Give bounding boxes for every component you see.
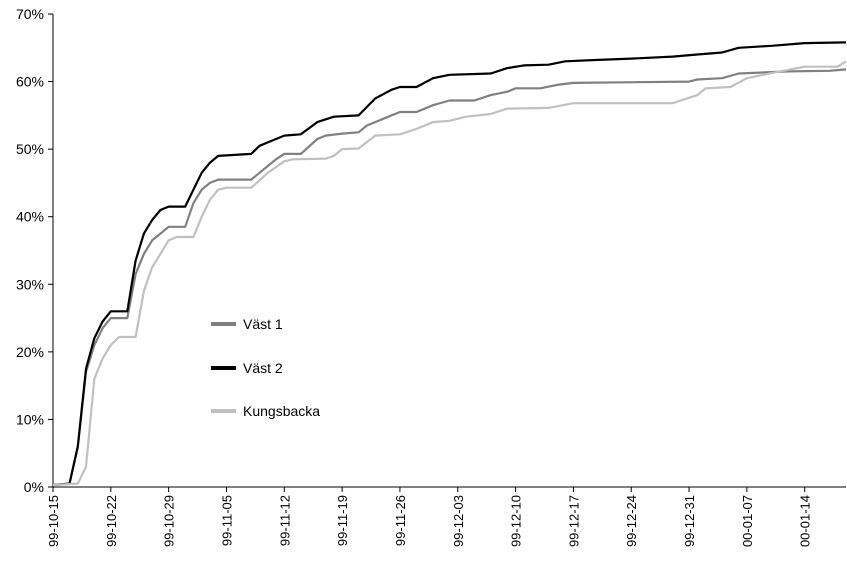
y-tick-label: 20% xyxy=(16,344,44,360)
legend-label: Väst 1 xyxy=(243,316,283,332)
series-layer xyxy=(52,41,847,487)
legend-label: Kungsbacka xyxy=(243,403,320,419)
x-tick-label: 99-11-12 xyxy=(277,495,292,546)
y-tick-label: 0% xyxy=(24,479,44,495)
x-tick-label: 99-12-24 xyxy=(624,495,639,547)
series-line-2 xyxy=(52,41,847,487)
x-tick-label: 99-10-22 xyxy=(104,495,119,547)
series-line-3 xyxy=(52,60,847,487)
x-tick-label: 99-10-29 xyxy=(162,495,177,547)
y-tick-label: 30% xyxy=(16,276,44,292)
x-tick-label: 99-11-05 xyxy=(219,495,234,546)
y-tick-label: 50% xyxy=(16,141,44,157)
y-tick-label: 60% xyxy=(16,74,44,90)
x-tick-label: 00-01-07 xyxy=(740,495,755,547)
y-tick-label: 70% xyxy=(16,6,44,22)
x-tick-label: 99-10-15 xyxy=(46,495,61,547)
legend: Väst 1 Väst 2 Kungsbacka xyxy=(211,316,320,419)
legend-label: Väst 2 xyxy=(243,360,283,376)
x-tick-label: 99-12-03 xyxy=(451,495,466,547)
y-tick-label: 10% xyxy=(16,411,44,427)
series-line-1 xyxy=(52,68,847,487)
x-axis-ticks: 99-10-15 99-10-22 99-10-29 99-11-05 99-11-12… xyxy=(46,487,813,547)
y-axis-ticks: 0% 10% 20% 30% 40% 50% 60% 70% xyxy=(16,6,53,495)
y-tick-label: 40% xyxy=(16,209,44,225)
x-tick-label: 99-11-26 xyxy=(393,495,408,546)
x-tick-label: 99-12-31 xyxy=(682,495,697,547)
x-tick-label: 99-11-19 xyxy=(335,495,350,546)
x-tick-label: 99-12-17 xyxy=(566,495,581,547)
axes xyxy=(52,14,846,488)
x-tick-label: 00-01-14 xyxy=(798,495,813,547)
x-tick-label: 99-12-10 xyxy=(509,495,524,547)
